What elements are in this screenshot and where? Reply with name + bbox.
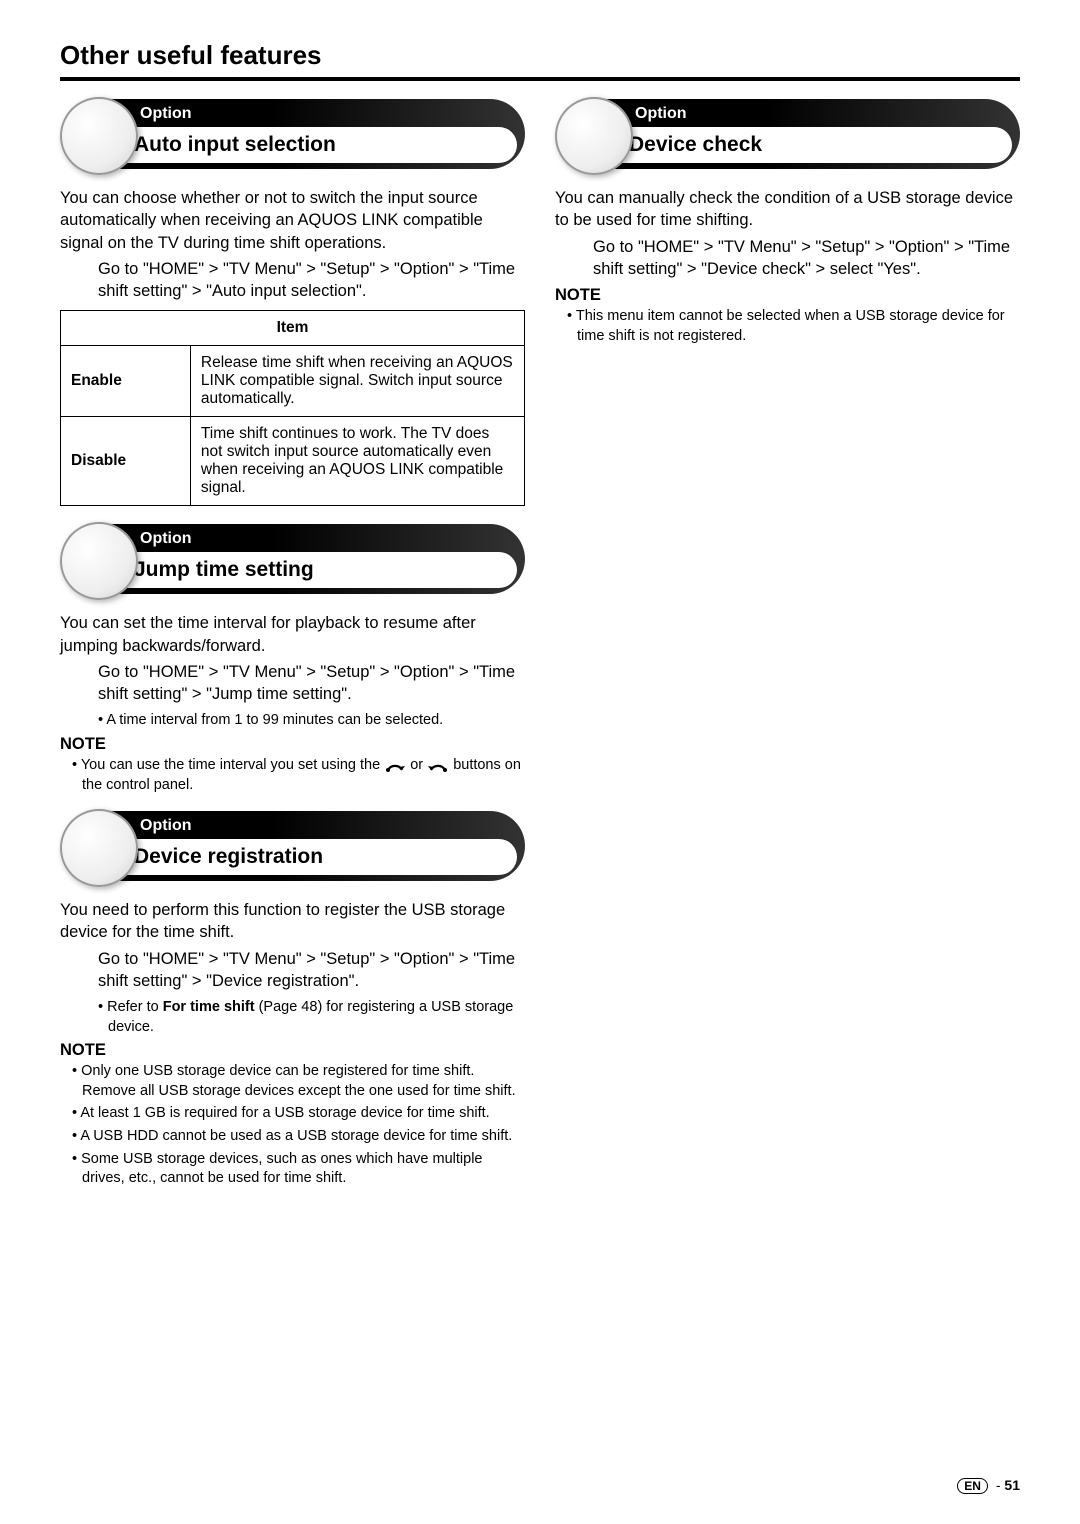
page-footer: EN - 51 [957,1477,1020,1494]
option-header-auto-input: Option Auto input selection [60,99,525,173]
option-label: Option [140,530,192,548]
page-title: Other useful features [60,40,1020,71]
option-title: Jump time setting [134,558,314,582]
note-item: This menu item cannot be selected when a… [567,307,1020,346]
note-label: NOTE [60,735,525,754]
note-text-pre: You can use the time interval you set us… [81,757,384,773]
table-row-label: Disable [61,417,191,506]
option-label: Option [140,105,192,123]
section-description: You can manually check the condition of … [555,187,1020,232]
section-description: You can choose whether or not to switch … [60,187,525,254]
note-item: You can use the time interval you set us… [72,756,525,795]
bullet-pre: Refer to [107,999,163,1015]
note-item: Some USB storage devices, such as ones w… [72,1150,525,1189]
option-header-device-reg: Option Device registration [60,811,525,885]
section-description: You need to perform this function to reg… [60,899,525,944]
item-table: Item Enable Release time shift when rece… [60,310,525,506]
note-label: NOTE [555,286,1020,305]
bullet-item: A time interval from 1 to 99 minutes can… [98,711,525,731]
right-column: Option Device check You can manually che… [555,99,1020,1192]
option-title: Auto input selection [134,133,336,157]
option-title: Device check [629,133,762,157]
footer-sep: - [992,1477,1004,1493]
option-circle-icon [60,809,138,887]
note-item: Only one USB storage device can be regis… [72,1062,525,1101]
option-circle-icon [555,97,633,175]
page-number: 51 [1004,1477,1020,1493]
jump-forward-icon [427,758,449,772]
language-badge: EN [957,1478,988,1494]
option-header-jump-time: Option Jump time setting [60,524,525,598]
title-divider [60,77,1020,81]
table-row-label: Enable [61,346,191,417]
option-label: Option [140,817,192,835]
option-title: Device registration [134,845,323,869]
bullet-bold: For time shift [163,999,255,1015]
option-circle-icon [60,522,138,600]
jump-back-icon [384,758,406,772]
option-circle-icon [60,97,138,175]
note-text-mid: or [410,757,427,773]
nav-path: Go to "HOME" > "TV Menu" > "Setup" > "Op… [98,661,525,706]
nav-path: Go to "HOME" > "TV Menu" > "Setup" > "Op… [98,948,525,993]
option-header-device-check: Option Device check [555,99,1020,173]
table-row: Enable Release time shift when receiving… [61,346,525,417]
note-label: NOTE [60,1041,525,1060]
section-description: You can set the time interval for playba… [60,612,525,657]
nav-path: Go to "HOME" > "TV Menu" > "Setup" > "Op… [593,236,1020,281]
table-row-desc: Time shift continues to work. The TV doe… [190,417,524,506]
option-label: Option [635,105,687,123]
note-item: A USB HDD cannot be used as a USB storag… [72,1127,525,1147]
bullet-item: Refer to For time shift (Page 48) for re… [98,998,525,1037]
table-row: Disable Time shift continues to work. Th… [61,417,525,506]
left-column: Option Auto input selection You can choo… [60,99,525,1192]
table-header: Item [61,311,525,346]
table-row-desc: Release time shift when receiving an AQU… [190,346,524,417]
note-item: At least 1 GB is required for a USB stor… [72,1104,525,1124]
nav-path: Go to "HOME" > "TV Menu" > "Setup" > "Op… [98,258,525,303]
